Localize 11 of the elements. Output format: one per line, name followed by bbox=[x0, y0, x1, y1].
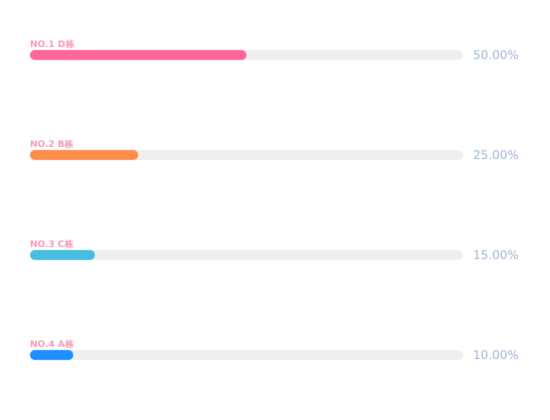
data-label: 15.00% bbox=[473, 248, 519, 262]
data-label: 10.00% bbox=[473, 348, 519, 362]
y-tick-label: NO.1 D栋 bbox=[30, 39, 74, 50]
bar bbox=[30, 350, 74, 360]
bar bbox=[30, 250, 95, 260]
data-label: 50.00% bbox=[473, 48, 519, 62]
bar bbox=[30, 150, 138, 160]
y-tick-label: NO.2 B栋 bbox=[30, 139, 74, 150]
data-label: 25.00% bbox=[473, 148, 519, 162]
y-tick-label: NO.4 A栋 bbox=[30, 339, 74, 350]
y-tick-label: NO.3 C栋 bbox=[30, 239, 74, 250]
